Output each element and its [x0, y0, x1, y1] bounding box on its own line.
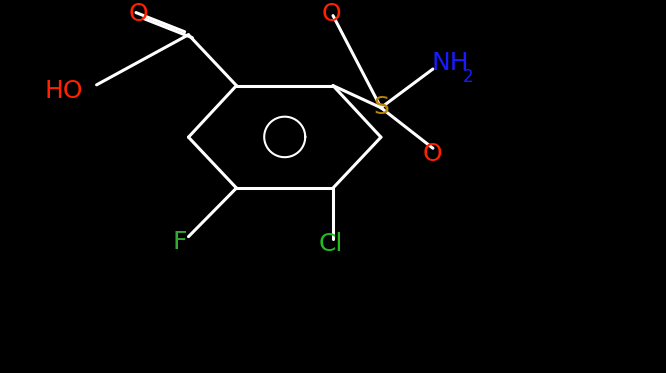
Text: HO: HO [44, 79, 83, 103]
Text: F: F [172, 230, 187, 254]
Text: NH: NH [432, 51, 469, 75]
Text: O: O [423, 142, 443, 166]
Text: 2: 2 [463, 68, 474, 86]
Text: S: S [374, 95, 390, 119]
Text: Cl: Cl [318, 232, 342, 256]
Text: O: O [322, 2, 342, 26]
Text: O: O [129, 2, 149, 26]
